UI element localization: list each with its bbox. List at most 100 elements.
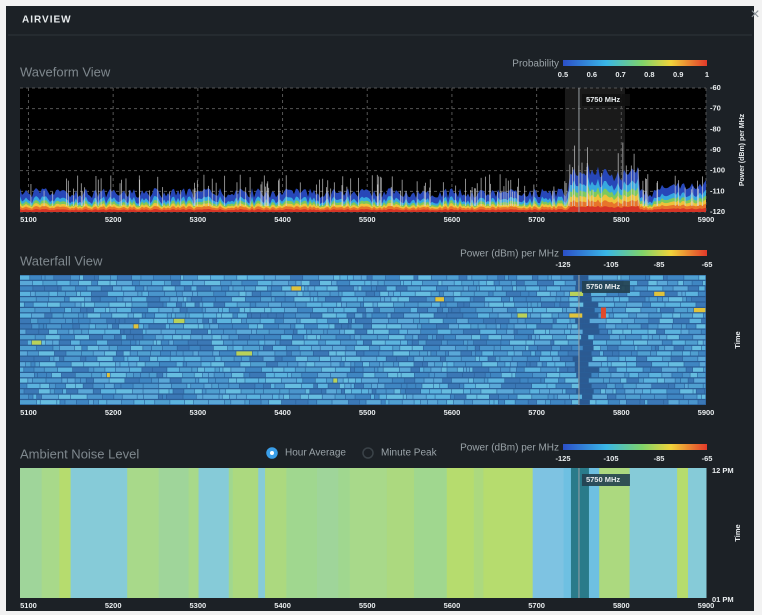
waterfall-cell	[261, 400, 268, 404]
waterfall-cell	[571, 330, 583, 334]
waterfall-cell	[176, 362, 182, 366]
waterfall-cell	[463, 313, 477, 317]
waterfall-cell	[208, 330, 211, 334]
waterfall-cell	[521, 292, 529, 296]
waterfall-cell	[256, 303, 268, 307]
waterfall-cell	[20, 378, 28, 382]
waterfall-cell	[20, 276, 29, 280]
waterfall-cell	[541, 378, 544, 382]
waterfall-cell	[186, 303, 195, 307]
waterfall-cell	[293, 335, 304, 339]
waterfall-cell	[599, 373, 611, 377]
waterfall-cell	[637, 362, 652, 366]
colorbar-tick-label: -125	[555, 260, 570, 269]
close-button[interactable]: ×	[750, 6, 759, 23]
waterfall-cell	[620, 335, 625, 339]
waterfall-cell	[584, 303, 598, 307]
waterfall-cell	[375, 395, 379, 399]
waterfall-cell	[65, 400, 76, 404]
waterfall-cell	[268, 286, 271, 290]
waterfall-cell	[525, 281, 538, 285]
waterfall-cell	[474, 373, 484, 377]
waterfall-cell	[511, 362, 517, 366]
waterfall-cell	[691, 351, 699, 355]
x-tick-label: 5300	[190, 408, 207, 417]
waterfall-cell	[613, 389, 615, 393]
waterfall-cell	[497, 389, 513, 393]
waterfall-cell	[49, 292, 57, 296]
waterfall-cell	[587, 357, 592, 361]
waterfall-cell	[528, 303, 531, 307]
waterfall-cell	[25, 303, 33, 307]
waterfall-cell	[600, 330, 608, 334]
waterfall-cell	[349, 400, 359, 404]
waterfall-cell	[693, 335, 705, 339]
waterfall-cell	[380, 308, 395, 312]
waterfall-cell	[95, 303, 109, 307]
waterfall-cell	[202, 389, 205, 393]
waterfall-cell	[116, 389, 132, 393]
waterfall-cell	[69, 330, 73, 334]
waterfall-cell	[578, 297, 585, 301]
waterfall-cell	[97, 341, 108, 345]
waterfall-cell	[275, 373, 288, 377]
waterfall-cell	[233, 346, 242, 350]
waterfall-cell	[147, 297, 160, 301]
waterfall-cell	[458, 368, 463, 372]
waterfall-cell	[170, 378, 181, 382]
waterfall-cell	[388, 373, 397, 377]
waterfall-cell	[20, 313, 31, 317]
waterfall-cell	[192, 330, 207, 334]
waterfall-cell	[414, 362, 422, 366]
waterfall-cell	[125, 378, 139, 382]
waterfall-cell	[214, 373, 224, 377]
waterfall-cell	[292, 341, 304, 345]
waterfall-cell	[119, 319, 124, 323]
waterfall-cell	[340, 362, 344, 366]
waterfall-cell	[491, 373, 501, 377]
waterfall-cell	[134, 373, 141, 377]
waterfall-cell	[625, 373, 628, 377]
colorbar	[563, 250, 707, 256]
waterfall-cell	[431, 351, 436, 355]
waterfall-cell	[308, 357, 319, 361]
waterfall-cell	[500, 281, 511, 285]
waterfall-cell	[404, 281, 411, 285]
waterfall-cell	[229, 384, 239, 388]
waterfall-cell	[112, 313, 128, 317]
waterfall-cell	[144, 395, 158, 399]
waterfall-cell	[400, 346, 412, 350]
waterfall-cell	[226, 292, 239, 296]
waterfall-cell	[614, 297, 619, 301]
waterfall-cell	[651, 351, 656, 355]
waterfall-cell	[234, 357, 241, 361]
waterfall-cell	[229, 286, 233, 290]
waterfall-cell	[263, 357, 274, 361]
waterfall-cell	[660, 319, 673, 323]
waterfall-cell	[187, 308, 201, 312]
waterfall-cell	[408, 330, 421, 334]
waterfall-cell	[130, 368, 142, 372]
waterfall-cell	[140, 357, 150, 361]
waterfall-cell	[308, 286, 314, 290]
waterfall-cell	[280, 341, 291, 345]
waterfall-cell	[439, 292, 443, 296]
waterfall-cell	[182, 335, 190, 339]
waterfall-cell	[139, 319, 153, 323]
plot-area	[20, 275, 706, 405]
waterfall-cell	[269, 303, 281, 307]
waterfall-cell	[499, 395, 508, 399]
waterfall-cell	[674, 319, 689, 323]
waterfall-cell	[444, 335, 456, 339]
waterfall-cell	[413, 395, 426, 399]
waterfall-cell	[677, 292, 681, 296]
waterfall-cell	[317, 319, 327, 323]
waterfall-cell	[449, 324, 459, 328]
waterfall-cell	[320, 281, 331, 285]
waterfall-cell	[95, 276, 99, 280]
waterfall-cell	[273, 346, 286, 350]
noise-stripe	[71, 468, 90, 598]
waterfall-cell	[326, 389, 336, 393]
waterfall-cell	[412, 346, 423, 350]
waterfall-cell	[85, 297, 91, 301]
